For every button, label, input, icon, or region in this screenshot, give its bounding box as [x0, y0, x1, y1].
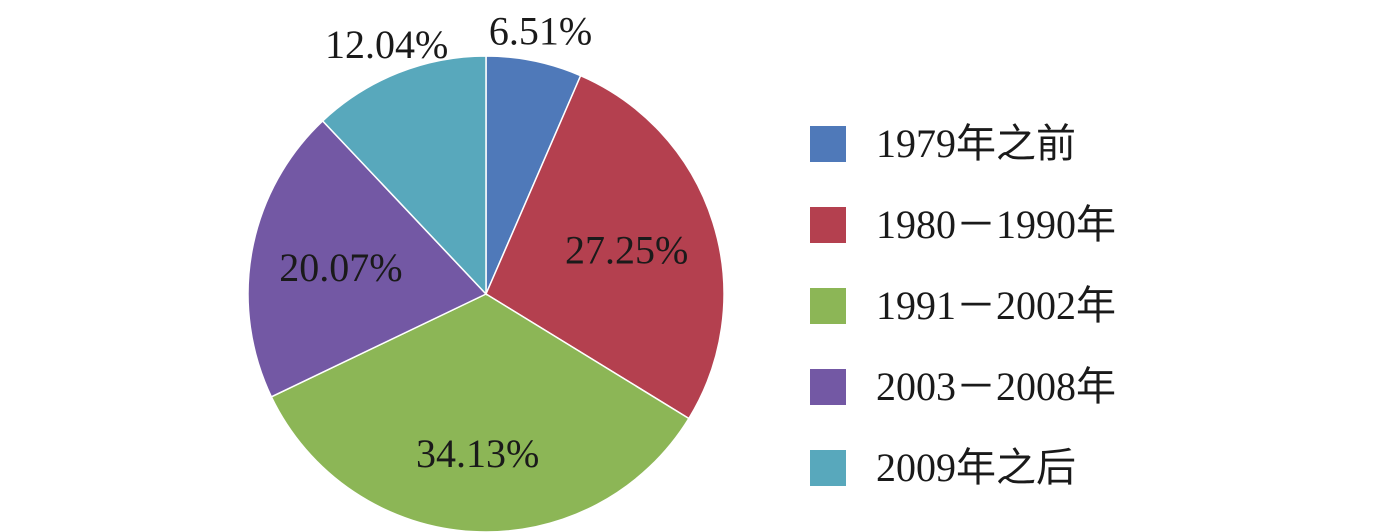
legend-swatch-2 [810, 207, 846, 243]
pie-data-labels: 6.51% 27.25% 34.13% 20.07% 12.04% [279, 9, 688, 477]
pie-data-label-3: 34.13% [416, 431, 539, 476]
legend-swatch-1 [810, 126, 846, 162]
legend-swatch-3 [810, 288, 846, 324]
pie-data-label-1: 6.51% [489, 9, 592, 54]
legend: 1979年之前 1980－1990年 1991－2002年 2003－2008年 200… [810, 121, 1116, 490]
pie-slice-4 [247, 119, 488, 398]
pie-slice-5 [321, 55, 487, 296]
legend-swatch-4 [810, 369, 846, 405]
pie-data-label-4: 20.07% [279, 245, 402, 290]
legend-label-4: 2003－2008年 [876, 364, 1116, 409]
pie-data-label-2: 27.25% [565, 228, 688, 273]
pie-slices [247, 55, 725, 532]
legend-label-3: 1991－2002年 [876, 283, 1116, 328]
legend-label-5: 2009年之后 [876, 445, 1076, 490]
pie-slice-2 [485, 74, 725, 420]
legend-swatch-5 [810, 450, 846, 486]
pie-data-label-5: 12.04% [325, 22, 448, 67]
legend-label-1: 1979年之前 [876, 121, 1076, 166]
legend-label-2: 1980－1990年 [876, 202, 1116, 247]
